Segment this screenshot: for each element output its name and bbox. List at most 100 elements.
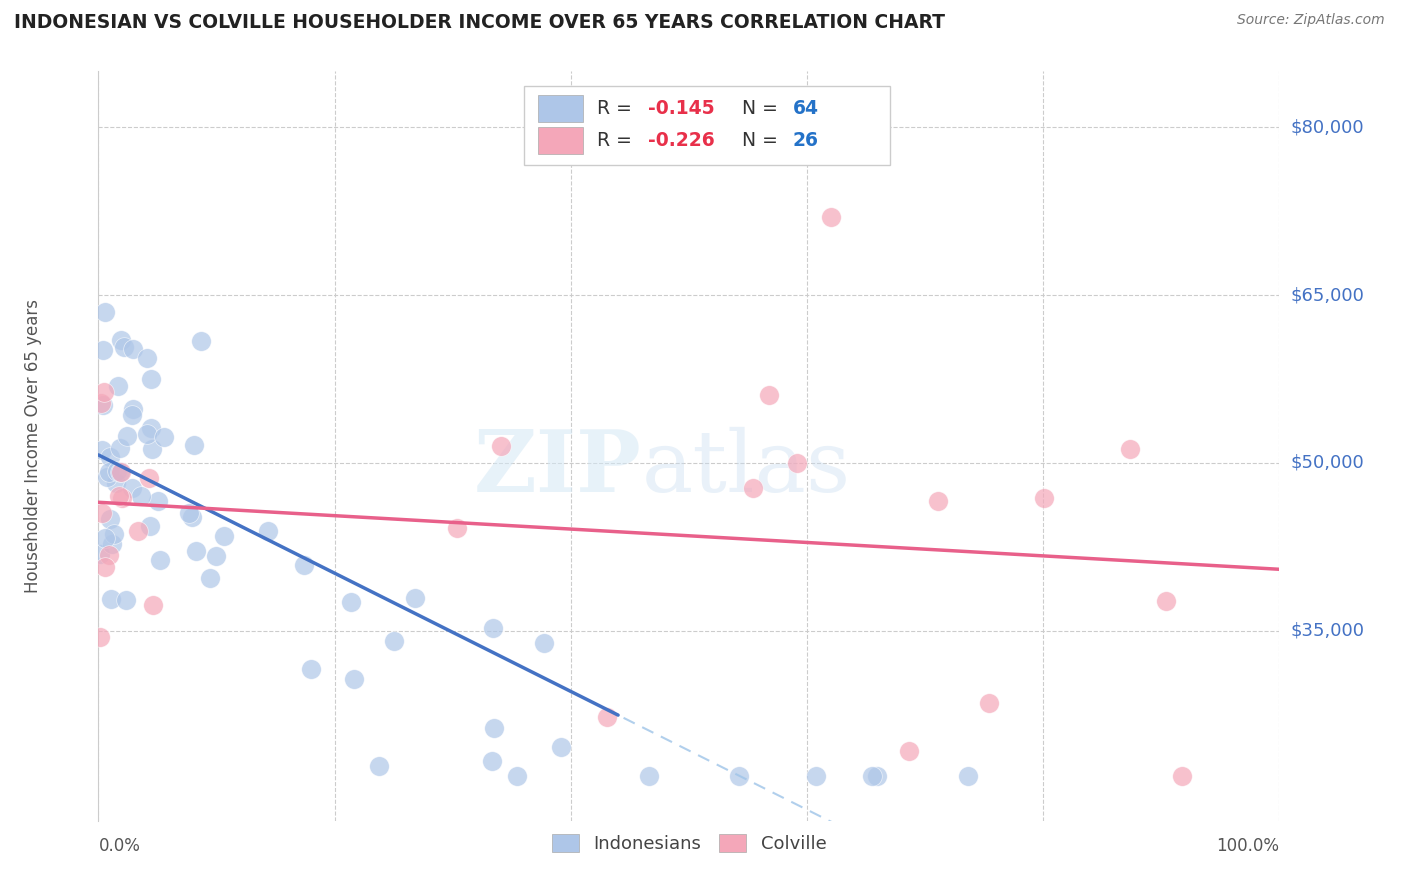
Point	[343, 672, 366, 686]
Point	[111, 491, 134, 506]
Point	[115, 429, 138, 443]
Point	[550, 739, 572, 754]
Point	[212, 529, 235, 543]
Point	[97, 465, 120, 479]
Point	[121, 408, 143, 422]
Text: Householder Income Over 65 years: Householder Income Over 65 years	[24, 299, 42, 593]
Point	[98, 512, 121, 526]
Point	[89, 630, 111, 644]
Point	[138, 471, 160, 485]
Point	[110, 465, 132, 479]
Point	[115, 593, 138, 607]
Point	[103, 527, 125, 541]
Text: R =: R =	[596, 99, 638, 118]
Point	[93, 384, 115, 399]
Point	[957, 769, 980, 783]
Point	[90, 443, 112, 458]
Text: 64: 64	[793, 99, 818, 118]
Point	[758, 388, 780, 402]
Point	[96, 470, 118, 484]
Text: atlas: atlas	[641, 427, 851, 510]
Text: INDONESIAN VS COLVILLE HOUSEHOLDER INCOME OVER 65 YEARS CORRELATION CHART: INDONESIAN VS COLVILLE HOUSEHOLDER INCOM…	[14, 13, 945, 32]
Text: $65,000: $65,000	[1291, 286, 1364, 304]
Point	[177, 506, 200, 520]
Text: $35,000: $35,000	[1291, 622, 1365, 640]
Text: $80,000: $80,000	[1291, 119, 1364, 136]
Point	[786, 456, 808, 470]
Text: ZIP: ZIP	[474, 426, 641, 510]
Text: R =: R =	[596, 131, 638, 150]
Point	[484, 721, 506, 735]
Point	[382, 633, 405, 648]
Point	[108, 441, 131, 455]
Point	[481, 754, 503, 768]
Point	[141, 372, 163, 386]
Point	[98, 450, 121, 465]
Point	[299, 662, 322, 676]
Point	[977, 696, 1000, 710]
Point	[292, 558, 315, 573]
Point	[101, 537, 124, 551]
Point	[804, 769, 827, 783]
Text: 0.0%: 0.0%	[98, 838, 141, 855]
Point	[183, 438, 205, 452]
Point	[1119, 442, 1142, 456]
Point	[149, 552, 172, 566]
Point	[89, 547, 111, 561]
Text: -0.145: -0.145	[648, 99, 714, 118]
FancyBboxPatch shape	[537, 95, 582, 121]
Point	[107, 378, 129, 392]
Point	[141, 442, 163, 456]
Point	[506, 769, 529, 783]
Text: 26: 26	[793, 131, 818, 150]
Text: $50,000: $50,000	[1291, 454, 1364, 472]
Point	[121, 342, 143, 356]
Point	[93, 559, 115, 574]
Point	[820, 210, 842, 224]
Point	[108, 489, 131, 503]
Point	[129, 489, 152, 503]
Point	[100, 591, 122, 606]
Point	[136, 351, 159, 365]
Point	[190, 334, 212, 349]
Point	[91, 506, 114, 520]
Point	[742, 481, 765, 495]
Text: -0.226: -0.226	[648, 131, 714, 150]
Point	[139, 519, 162, 533]
Point	[257, 524, 280, 538]
Point	[122, 402, 145, 417]
Point	[112, 340, 135, 354]
Point	[110, 465, 132, 479]
Point	[184, 544, 207, 558]
Point	[91, 398, 114, 412]
Point	[339, 595, 361, 609]
Legend: Indonesians, Colville: Indonesians, Colville	[544, 827, 834, 860]
Point	[90, 396, 112, 410]
Point	[110, 334, 132, 348]
Point	[127, 524, 149, 538]
Point	[865, 769, 887, 783]
Text: N =: N =	[742, 131, 785, 150]
Point	[135, 427, 157, 442]
Point	[146, 493, 169, 508]
Point	[91, 343, 114, 358]
Point	[94, 531, 117, 545]
Point	[205, 549, 228, 563]
Point	[637, 769, 659, 783]
Point	[105, 464, 128, 478]
Point	[405, 591, 427, 605]
Point	[927, 493, 949, 508]
Point	[368, 759, 391, 773]
Point	[97, 548, 120, 562]
Point	[596, 710, 619, 724]
Point	[1033, 491, 1056, 505]
Point	[860, 769, 883, 783]
Point	[94, 305, 117, 319]
Point	[198, 570, 221, 584]
Point	[1171, 769, 1194, 783]
Point	[489, 439, 512, 453]
Text: 100.0%: 100.0%	[1216, 838, 1279, 855]
Point	[121, 481, 143, 495]
Point	[152, 430, 174, 444]
Point	[898, 744, 921, 758]
